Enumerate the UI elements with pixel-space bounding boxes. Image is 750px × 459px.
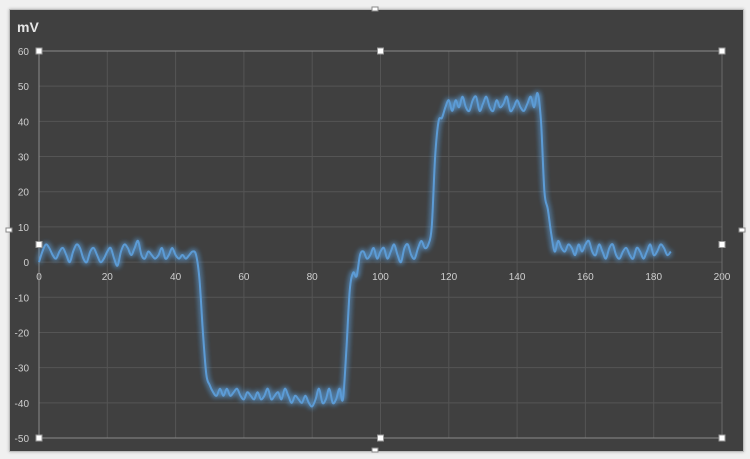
y-tick-label: 20 xyxy=(18,188,30,199)
x-tick-label: 180 xyxy=(645,272,662,283)
plot-resize-handle[interactable] xyxy=(35,434,43,442)
plot-resize-handle[interactable] xyxy=(718,47,726,55)
y-tick-label: 40 xyxy=(18,117,30,128)
plot-resize-handle[interactable] xyxy=(377,434,384,442)
chart-resize-handle[interactable] xyxy=(371,447,379,453)
x-tick-label: 20 xyxy=(102,272,114,283)
x-tick-label: 60 xyxy=(238,272,250,283)
y-tick-label: 60 xyxy=(18,47,30,58)
y-tick-label: -50 xyxy=(15,434,30,445)
x-tick-label: 160 xyxy=(577,272,594,283)
plot-resize-handle[interactable] xyxy=(35,47,43,55)
y-tick-label: -30 xyxy=(15,364,30,375)
plot-resize-handle[interactable] xyxy=(718,241,726,248)
chart-title: mV xyxy=(17,19,39,35)
x-tick-label: 140 xyxy=(509,272,526,283)
chart-resize-handle[interactable] xyxy=(738,227,746,233)
y-tick-label: 30 xyxy=(18,153,30,164)
series-line xyxy=(38,92,672,408)
plot-resize-handle[interactable] xyxy=(35,241,43,248)
chart-resize-handle[interactable] xyxy=(5,227,13,233)
y-tick-label: 0 xyxy=(23,258,29,269)
chart-area[interactable] xyxy=(9,9,744,452)
y-tick-label: 50 xyxy=(18,82,30,93)
y-tick-label: -40 xyxy=(15,399,30,410)
x-tick-label: 80 xyxy=(307,272,319,283)
x-tick-label: 100 xyxy=(372,272,389,283)
plot-resize-handle[interactable] xyxy=(377,47,384,55)
x-tick-label: 120 xyxy=(440,272,457,283)
plot-resize-handle[interactable] xyxy=(718,434,726,442)
y-tick-label: -20 xyxy=(15,328,30,339)
x-tick-label: 40 xyxy=(170,272,182,283)
chart-resize-handle[interactable] xyxy=(371,6,379,12)
y-tick-label: -10 xyxy=(15,293,30,304)
y-tick-label: 10 xyxy=(18,223,30,234)
